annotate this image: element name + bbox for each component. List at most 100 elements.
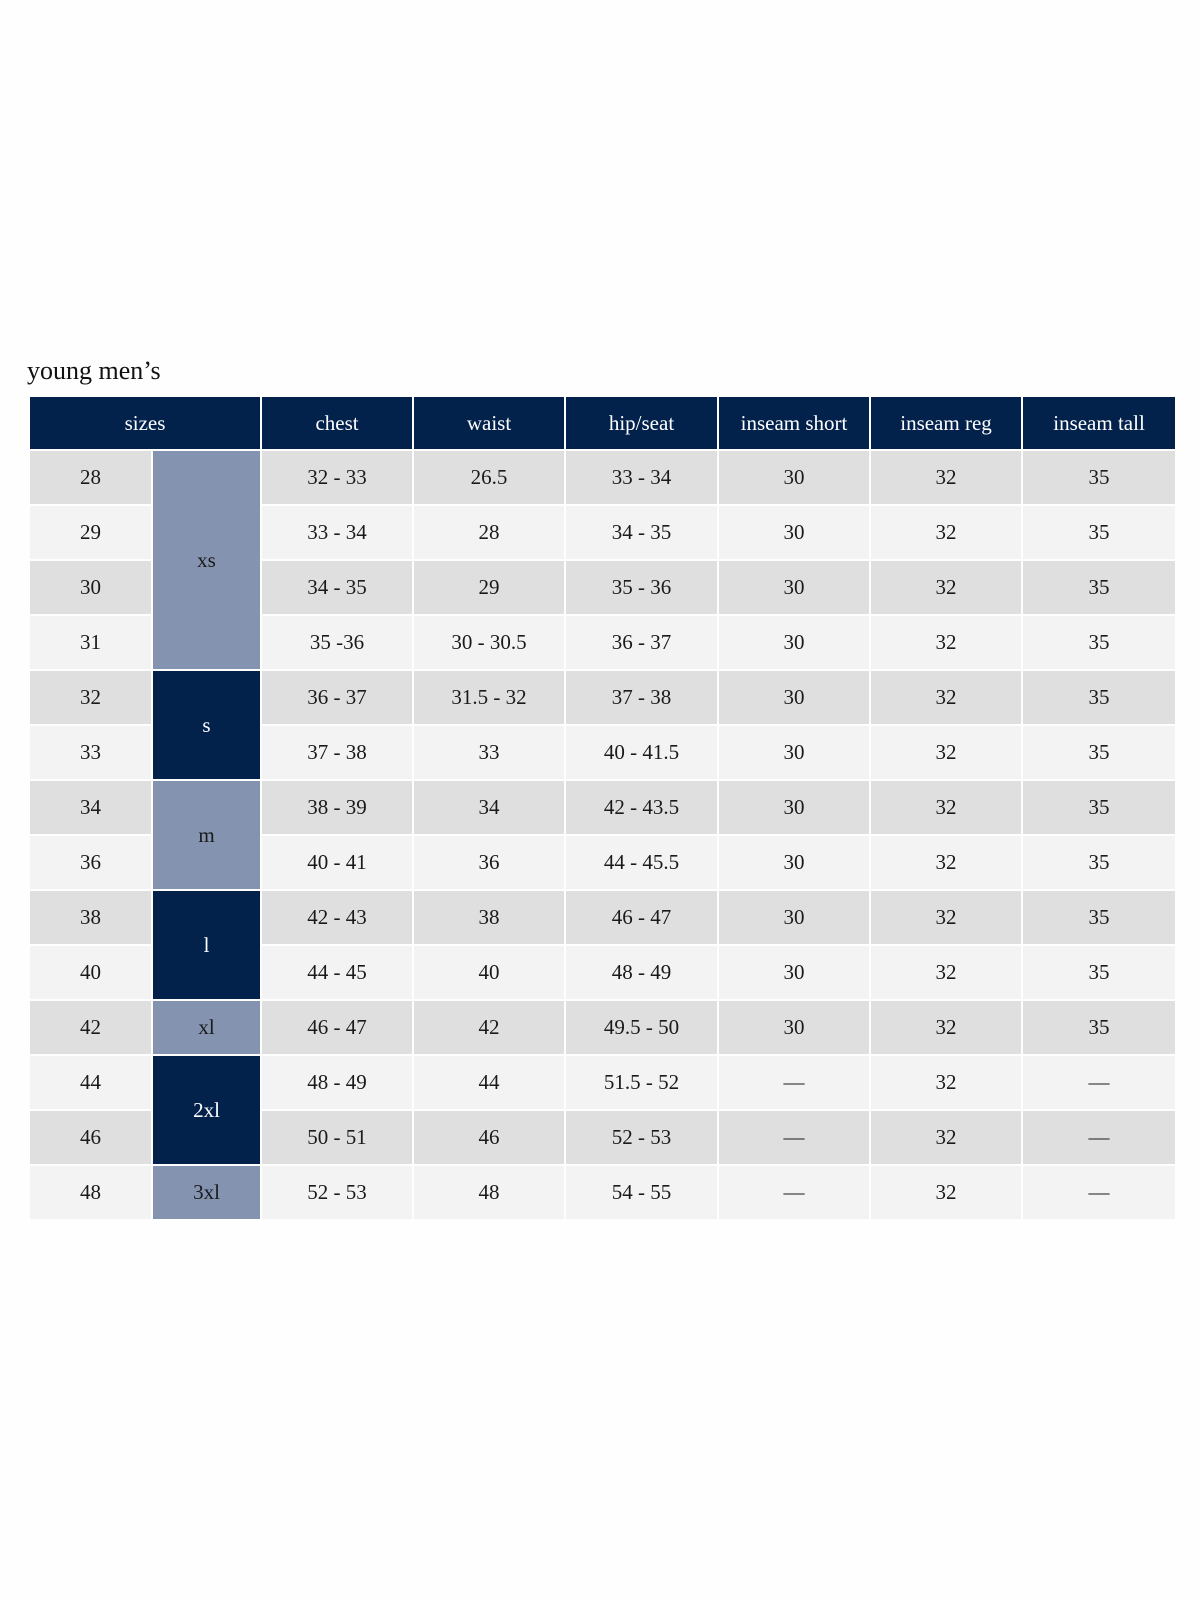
hip-seat-cell: 51.5 - 52 [564,1054,720,1111]
table-row: 40 44 - 45 40 48 - 49 30 32 35 [28,944,1178,1001]
inseam-short-cell: — [717,1054,872,1111]
chest-cell: 32 - 33 [260,449,415,506]
size-number-cell: 32 [28,669,153,726]
waist-cell: 36 [412,834,567,891]
inseam-reg-cell: 32 [869,614,1024,671]
size-number-cell: 38 [28,889,153,946]
inseam-short-cell: 30 [717,614,872,671]
table-row: 44 2xl 48 - 49 44 51.5 - 52—32— [28,1054,1178,1166]
inseam-short-cell: 30 [717,889,872,946]
chest-cell: 52 - 53 [260,1164,415,1221]
inseam-tall-cell: 35 [1021,834,1178,891]
inseam-short-cell: 30 [717,559,872,616]
header-row: sizes chest waist hip/seat inseam short … [27,395,1178,451]
header-sizes: sizes [27,395,263,451]
inseam-reg-cell: 32 [869,1054,1024,1111]
size-number-cell: 42 [28,999,153,1056]
inseam-short-cell: 30 [717,999,872,1056]
inseam-tall-cell: 35 [1021,614,1178,671]
inseam-short-cell: 30 [717,669,872,726]
waist-cell: 48 [412,1164,567,1221]
chest-cell: 40 - 41 [260,834,415,891]
chest-cell: 42 - 43 [260,889,415,946]
size-number-cell: 40 [28,944,153,1001]
chest-cell: 34 - 35 [260,559,415,616]
chest-cell: 35 -36 [260,614,415,671]
inseam-tall-cell: — [1021,1054,1178,1111]
waist-cell: 30 - 30.5 [412,614,567,671]
inseam-short-cell: 30 [717,944,872,1001]
size-number-cell: 28 [28,449,153,506]
size-number-cell: 29 [28,504,153,561]
inseam-short-cell: 30 [717,834,872,891]
inseam-short-cell: 30 [717,724,872,781]
table-row: 30 34 - 35 29 35 - 36 30 32 35 [28,559,1178,616]
waist-cell: 33 [412,724,567,781]
waist-cell: 34 [412,779,567,836]
hip-seat-cell: 36 - 37 [564,614,720,671]
inseam-reg-cell: 32 [869,889,1024,946]
hip-seat-cell: 54 - 55 [564,1164,720,1221]
waist-cell: 40 [412,944,567,1001]
header-waist: waist [412,395,567,451]
inseam-tall-cell: — [1021,1164,1178,1221]
inseam-short-cell: 30 [717,449,872,506]
hip-seat-cell: 48 - 49 [564,944,720,1001]
table-row: 48 3xl 52 - 53 48 54 - 55—32— [28,1164,1178,1221]
inseam-reg-cell: 32 [869,834,1024,891]
size-number-cell: 48 [28,1164,153,1221]
inseam-reg-cell: 32 [869,449,1024,506]
hip-seat-cell: 34 - 35 [564,504,720,561]
size-number-cell: 46 [28,1109,153,1166]
waist-cell: 46 [412,1109,567,1166]
inseam-tall-cell: 35 [1021,889,1178,946]
waist-cell: 44 [412,1054,567,1111]
inseam-short-cell: 30 [717,504,872,561]
table-row: 42 xl 46 - 47 42 49.5 - 50 30 32 35 [28,999,1178,1056]
inseam-reg-cell: 32 [869,724,1024,781]
header-inseam-short: inseam short [717,395,872,451]
table-row: 46 50 - 51 46 52 - 53—32— [28,1109,1178,1166]
waist-cell: 29 [412,559,567,616]
size-number-cell: 34 [28,779,153,836]
hip-seat-cell: 46 - 47 [564,889,720,946]
waist-cell: 42 [412,999,567,1056]
inseam-tall-cell: 35 [1021,449,1178,506]
inseam-short-cell: — [717,1109,872,1166]
waist-cell: 28 [412,504,567,561]
size-chart-table: sizes chest waist hip/seat inseam short … [27,395,1178,1221]
hip-seat-cell: 33 - 34 [564,449,720,506]
inseam-tall-cell: 35 [1021,669,1178,726]
size-number-cell: 33 [28,724,153,781]
waist-cell: 38 [412,889,567,946]
inseam-tall-cell: — [1021,1109,1178,1166]
hip-seat-cell: 40 - 41.5 [564,724,720,781]
size-label-cell: xl [150,999,263,1056]
inseam-reg-cell: 32 [869,504,1024,561]
chest-cell: 36 - 37 [260,669,415,726]
inseam-tall-cell: 35 [1021,504,1178,561]
hip-seat-cell: 35 - 36 [564,559,720,616]
chest-cell: 38 - 39 [260,779,415,836]
inseam-reg-cell: 32 [869,944,1024,1001]
size-label-cell: s [150,669,263,781]
inseam-reg-cell: 32 [869,559,1024,616]
inseam-short-cell: 30 [717,779,872,836]
header-inseam-tall: inseam tall [1021,395,1178,451]
size-label-cell: 2xl [150,1054,263,1166]
hip-seat-cell: 37 - 38 [564,669,720,726]
inseam-reg-cell: 32 [869,999,1024,1056]
inseam-short-cell: — [717,1164,872,1221]
table-row: 36 40 - 41 36 44 - 45.5 30 32 35 [28,834,1178,891]
chest-cell: 37 - 38 [260,724,415,781]
inseam-reg-cell: 32 [869,669,1024,726]
waist-cell: 31.5 - 32 [412,669,567,726]
size-label-cell: m [150,779,263,891]
header-chest: chest [260,395,415,451]
inseam-tall-cell: 35 [1021,999,1178,1056]
chest-cell: 50 - 51 [260,1109,415,1166]
table-row: 32 s 36 - 37 31.5 - 32 37 - 38 30 32 35 [28,669,1178,781]
table-row: 33 37 - 38 33 40 - 41.5 30 32 35 [28,724,1178,781]
table-row: 29 33 - 34 28 34 - 35 30 32 35 [28,504,1178,561]
chest-cell: 46 - 47 [260,999,415,1056]
